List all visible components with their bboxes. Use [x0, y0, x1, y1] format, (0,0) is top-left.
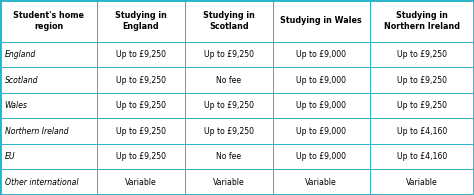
- Text: Student's home
region: Student's home region: [13, 11, 84, 31]
- Text: Studying in
England: Studying in England: [115, 11, 167, 31]
- Text: Studying in
Northern Ireland: Studying in Northern Ireland: [384, 11, 460, 31]
- Text: Northern Ireland: Northern Ireland: [5, 127, 68, 136]
- Text: Up to £4,160: Up to £4,160: [397, 127, 447, 136]
- Text: Up to £9,250: Up to £9,250: [116, 152, 166, 161]
- Text: Up to £9,250: Up to £9,250: [397, 50, 447, 59]
- Text: Scotland: Scotland: [5, 76, 38, 85]
- Text: Up to £9,250: Up to £9,250: [116, 101, 166, 110]
- Text: Wales: Wales: [5, 101, 27, 110]
- Text: Variable: Variable: [125, 178, 157, 187]
- Text: Up to £9,250: Up to £9,250: [204, 101, 254, 110]
- Text: Up to £9,250: Up to £9,250: [204, 127, 254, 136]
- Text: Up to £9,250: Up to £9,250: [397, 76, 447, 85]
- Text: Up to £4,160: Up to £4,160: [397, 152, 447, 161]
- Text: Up to £9,250: Up to £9,250: [116, 127, 166, 136]
- Text: Up to £9,000: Up to £9,000: [296, 101, 346, 110]
- Text: England: England: [5, 50, 36, 59]
- Text: Up to £9,000: Up to £9,000: [296, 76, 346, 85]
- Text: Up to £9,000: Up to £9,000: [296, 152, 346, 161]
- Text: Up to £9,250: Up to £9,250: [116, 76, 166, 85]
- Text: Studying in
Scotland: Studying in Scotland: [203, 11, 255, 31]
- Text: Up to £9,250: Up to £9,250: [397, 101, 447, 110]
- Text: Up to £9,250: Up to £9,250: [204, 50, 254, 59]
- Text: Variable: Variable: [305, 178, 337, 187]
- Text: No fee: No fee: [216, 76, 241, 85]
- Text: Up to £9,000: Up to £9,000: [296, 127, 346, 136]
- Text: Other international: Other international: [5, 178, 78, 187]
- Text: Variable: Variable: [213, 178, 245, 187]
- Text: Studying in Wales: Studying in Wales: [280, 16, 362, 26]
- Text: Variable: Variable: [406, 178, 438, 187]
- Text: Up to £9,000: Up to £9,000: [296, 50, 346, 59]
- Text: EU: EU: [5, 152, 15, 161]
- Text: No fee: No fee: [216, 152, 241, 161]
- Text: Up to £9,250: Up to £9,250: [116, 50, 166, 59]
